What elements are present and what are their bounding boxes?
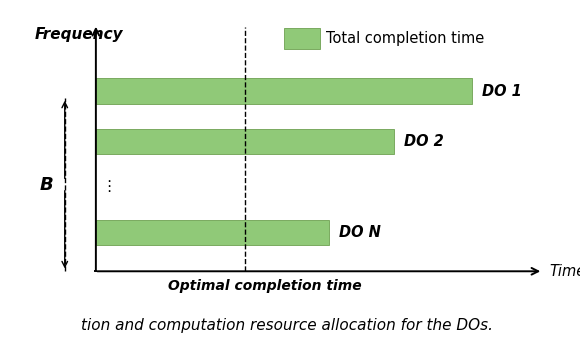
- Text: DO 2: DO 2: [404, 134, 444, 149]
- Text: DO 1: DO 1: [481, 84, 521, 98]
- Text: tion and computation resource allocation for the DOs.: tion and computation resource allocation…: [81, 318, 493, 333]
- Text: Frequency: Frequency: [34, 27, 123, 42]
- Text: ⋮: ⋮: [102, 179, 117, 194]
- Text: Optimal completion time: Optimal completion time: [168, 279, 361, 293]
- Text: B: B: [39, 175, 53, 193]
- Text: Total completion time: Total completion time: [326, 31, 484, 46]
- Bar: [96, 129, 394, 154]
- FancyBboxPatch shape: [284, 28, 320, 49]
- Text: Time: Time: [550, 264, 580, 279]
- Text: DO N: DO N: [339, 225, 381, 240]
- Bar: [96, 78, 472, 104]
- Bar: [96, 220, 329, 245]
